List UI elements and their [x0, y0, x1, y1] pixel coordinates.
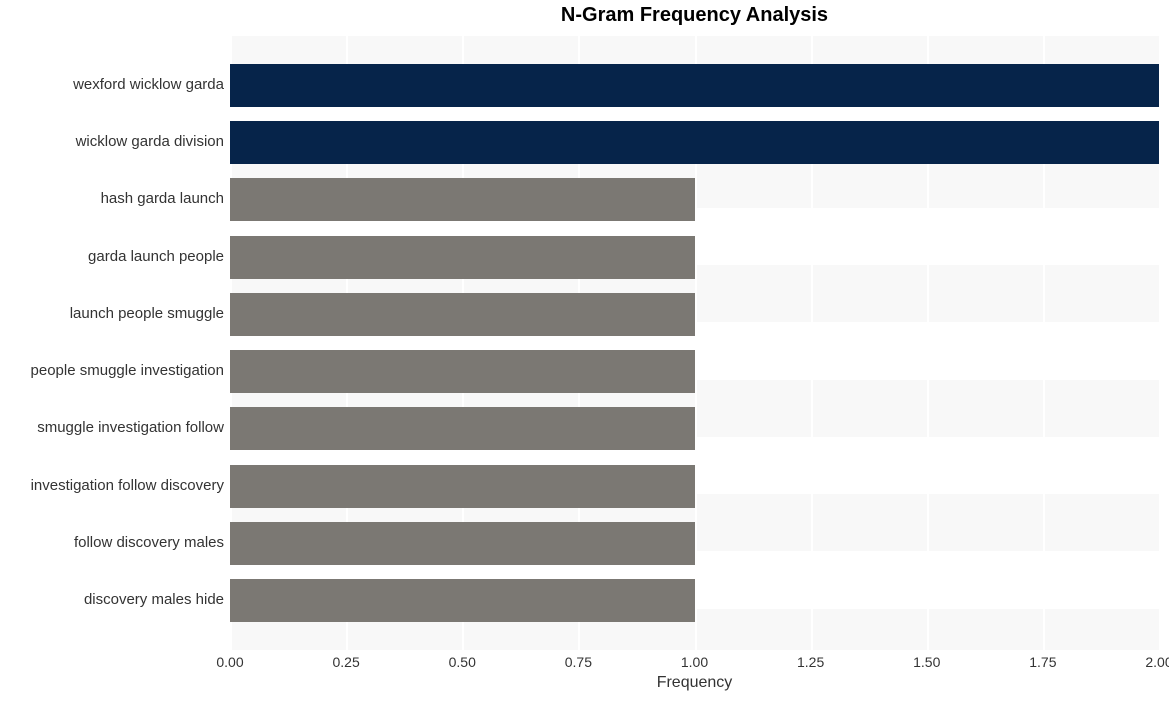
chart-title: N-Gram Frequency Analysis — [230, 4, 1159, 27]
bar — [230, 465, 695, 508]
gridline — [1159, 36, 1161, 650]
x-tick-label: 2.00 — [1145, 654, 1169, 670]
y-tick-label: people smuggle investigation — [4, 362, 224, 379]
bar — [230, 293, 695, 336]
y-tick-label: wexford wicklow garda — [4, 76, 224, 93]
x-tick-label: 1.75 — [1029, 654, 1056, 670]
x-tick-label: 0.00 — [216, 654, 243, 670]
y-tick-label: hash garda launch — [4, 190, 224, 207]
bar — [230, 178, 695, 221]
y-tick-label: discovery males hide — [4, 591, 224, 608]
x-tick-label: 0.25 — [333, 654, 360, 670]
plot-area — [230, 36, 1159, 650]
ngram-frequency-chart: N-Gram Frequency Analysis Frequency wexf… — [0, 0, 1169, 701]
x-tick-label: 0.75 — [565, 654, 592, 670]
x-tick-label: 1.00 — [681, 654, 708, 670]
x-tick-label: 1.25 — [797, 654, 824, 670]
bar — [230, 579, 695, 622]
y-tick-label: launch people smuggle — [4, 305, 224, 322]
bar — [230, 64, 1159, 107]
y-tick-label: garda launch people — [4, 248, 224, 265]
x-tick-label: 0.50 — [449, 654, 476, 670]
y-tick-label: wicklow garda division — [4, 133, 224, 150]
x-axis-label: Frequency — [230, 674, 1159, 692]
bar — [230, 522, 695, 565]
y-tick-label: smuggle investigation follow — [4, 419, 224, 436]
bar — [230, 121, 1159, 164]
y-tick-label: follow discovery males — [4, 534, 224, 551]
y-tick-label: investigation follow discovery — [4, 477, 224, 494]
bar — [230, 350, 695, 393]
bar — [230, 236, 695, 279]
bar — [230, 407, 695, 450]
x-tick-label: 1.50 — [913, 654, 940, 670]
